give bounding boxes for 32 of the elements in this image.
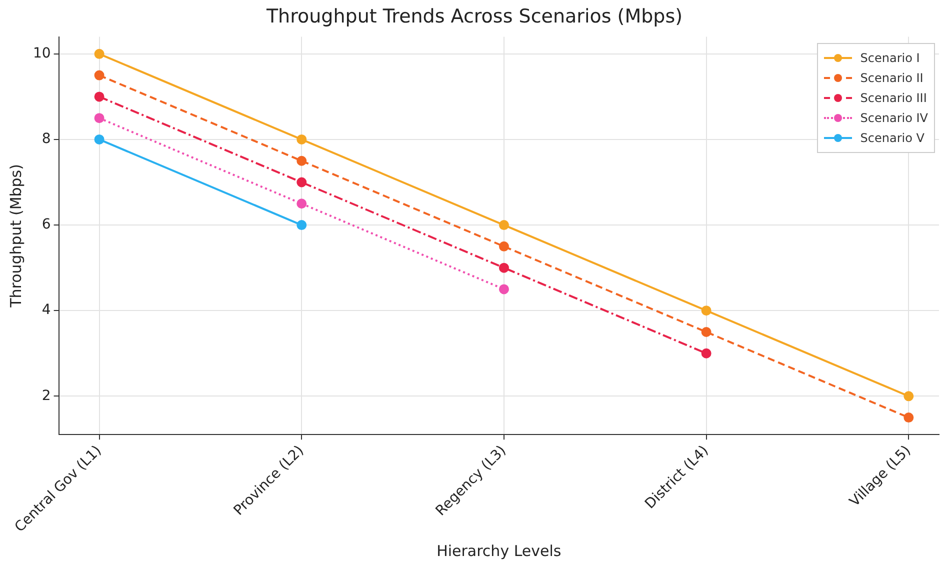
y-axis-title: Throughput (Mbps) (6, 164, 25, 308)
y-tick-label: 10 (32, 46, 51, 62)
point (498, 220, 509, 230)
point (296, 156, 307, 166)
point (296, 134, 307, 144)
point (94, 134, 104, 144)
point (498, 262, 509, 273)
point (94, 70, 104, 80)
legend-label: Scenario II (860, 70, 924, 85)
legend-label: Scenario III (860, 90, 927, 105)
point (94, 92, 104, 102)
y-tick-label: 8 (42, 131, 51, 148)
point (296, 220, 307, 230)
y-tick-label: 6 (42, 216, 51, 233)
chart-title: Throughput Trends Across Scenarios (Mbps) (265, 5, 683, 28)
x-axis-title: Hierarchy Levels (436, 542, 562, 560)
point (701, 306, 712, 316)
point (94, 48, 104, 59)
legend-label: Scenario I (860, 50, 920, 65)
point (296, 198, 307, 209)
legend-label: Scenario IV (860, 110, 928, 125)
point (701, 348, 712, 358)
y-tick-label: 4 (42, 302, 51, 318)
point (296, 177, 307, 188)
point (904, 412, 914, 423)
point (701, 326, 712, 337)
y-tick-label: 2 (42, 388, 51, 404)
point (498, 284, 509, 294)
point (904, 391, 914, 402)
point (498, 241, 509, 252)
legend-label: Scenario V (860, 130, 924, 145)
point (94, 113, 104, 124)
